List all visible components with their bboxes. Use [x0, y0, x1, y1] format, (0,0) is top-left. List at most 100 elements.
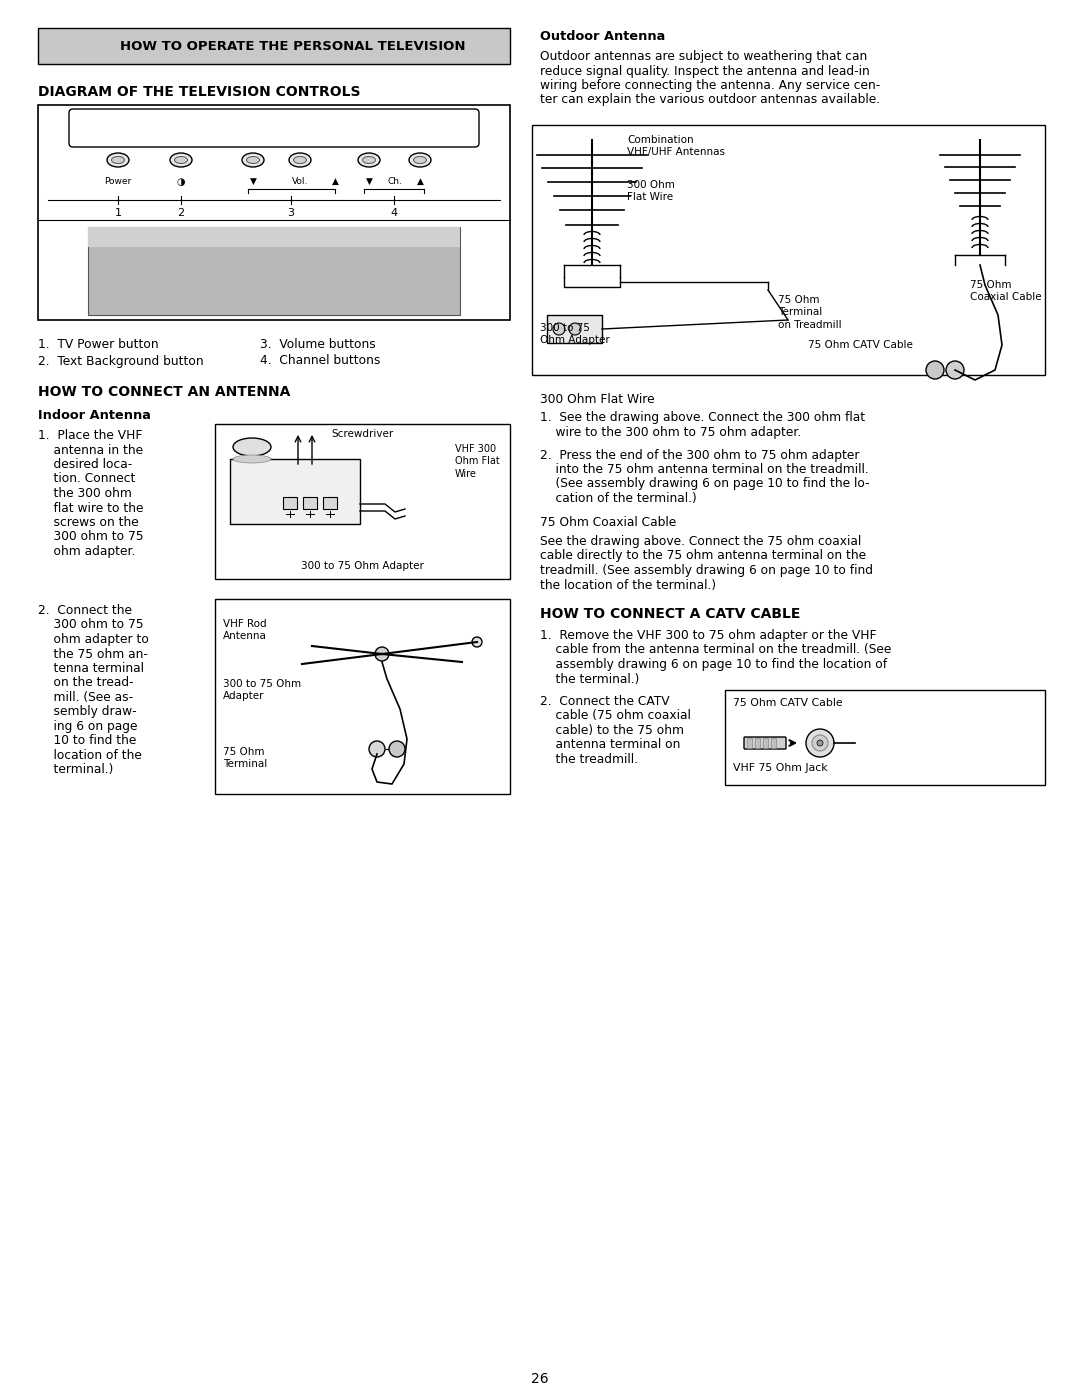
Text: 2.  Text Background button: 2. Text Background button [38, 355, 204, 367]
Text: Indoor Antenna: Indoor Antenna [38, 409, 151, 422]
Bar [38, 28, 510, 64]
Text: ing 6 on page: ing 6 on page [38, 719, 137, 733]
Text: cable) to the 75 ohm: cable) to the 75 ohm [540, 724, 684, 738]
Text: DIAGRAM OF THE TELEVISION CONTROLS: DIAGRAM OF THE TELEVISION CONTROLS [38, 85, 361, 99]
Text: the 300 ohm: the 300 ohm [38, 488, 132, 500]
Text: wire to the 300 ohm to 75 ohm adapter.: wire to the 300 ohm to 75 ohm adapter. [540, 426, 801, 439]
Circle shape [369, 740, 384, 757]
Ellipse shape [111, 156, 124, 163]
Text: terminal.): terminal.) [38, 764, 113, 777]
Bar [771, 738, 777, 747]
Text: Screwdriver: Screwdriver [330, 429, 393, 439]
Circle shape [816, 740, 823, 746]
Text: location of the: location of the [38, 749, 141, 761]
Ellipse shape [246, 156, 259, 163]
Text: ohm adapter to: ohm adapter to [38, 633, 149, 645]
Bar [87, 226, 460, 247]
Text: 75 Ohm CATV Cable: 75 Ohm CATV Cable [733, 698, 842, 708]
Ellipse shape [175, 156, 188, 163]
Text: reduce signal quality. Inspect the antenna and lead-in: reduce signal quality. Inspect the anten… [540, 64, 869, 77]
Circle shape [812, 735, 828, 752]
Ellipse shape [409, 154, 431, 168]
Text: 1.  Place the VHF: 1. Place the VHF [38, 429, 143, 441]
Text: 1.  See the drawing above. Connect the 300 ohm flat: 1. See the drawing above. Connect the 30… [540, 412, 865, 425]
Circle shape [389, 740, 405, 757]
Text: 26: 26 [531, 1372, 549, 1386]
Circle shape [472, 637, 482, 647]
Bar [87, 226, 460, 314]
Text: the location of the terminal.): the location of the terminal.) [540, 578, 716, 591]
Text: ter can explain the various outdoor antennas available.: ter can explain the various outdoor ante… [540, 94, 880, 106]
Text: Combination
VHF/UHF Antennas: Combination VHF/UHF Antennas [627, 136, 725, 158]
Circle shape [553, 323, 565, 335]
Ellipse shape [233, 439, 271, 455]
Bar [38, 105, 510, 320]
Bar [323, 497, 337, 509]
Text: cation of the terminal.): cation of the terminal.) [540, 492, 697, 504]
Text: cable directly to the 75 ohm antenna terminal on the: cable directly to the 75 ohm antenna ter… [540, 549, 866, 563]
Text: HOW TO CONNECT AN ANTENNA: HOW TO CONNECT AN ANTENNA [38, 386, 291, 400]
Text: 300 ohm to 75: 300 ohm to 75 [38, 619, 144, 631]
Text: 300 to 75
Ohm Adapter: 300 to 75 Ohm Adapter [540, 323, 610, 345]
Text: Vol.: Vol. [292, 177, 308, 186]
Text: 1.  Remove the VHF 300 to 75 ohm adapter or the VHF: 1. Remove the VHF 300 to 75 ohm adapter … [540, 629, 877, 643]
Text: mill. (See as-: mill. (See as- [38, 692, 133, 704]
Ellipse shape [107, 154, 129, 168]
Text: 2.  Connect the CATV: 2. Connect the CATV [540, 694, 670, 708]
Ellipse shape [242, 154, 264, 168]
Ellipse shape [294, 156, 307, 163]
Text: cable (75 ohm coaxial: cable (75 ohm coaxial [540, 710, 691, 722]
Bar [762, 738, 768, 747]
Text: treadmill. (See assembly drawing 6 on page 10 to find: treadmill. (See assembly drawing 6 on pa… [540, 564, 873, 577]
Text: the 75 ohm an-: the 75 ohm an- [38, 647, 148, 661]
Text: 300 ohm to 75: 300 ohm to 75 [38, 531, 144, 543]
Text: 75 Ohm Coaxial Cable: 75 Ohm Coaxial Cable [540, 517, 676, 529]
Text: 300 Ohm
Flat Wire: 300 Ohm Flat Wire [627, 180, 675, 203]
Text: HOW TO OPERATE THE PERSONAL TELEVISION: HOW TO OPERATE THE PERSONAL TELEVISION [120, 39, 465, 53]
Text: flat wire to the: flat wire to the [38, 502, 144, 514]
Text: cable from the antenna terminal on the treadmill. (See: cable from the antenna terminal on the t… [540, 644, 891, 657]
FancyBboxPatch shape [69, 109, 480, 147]
Ellipse shape [357, 154, 380, 168]
Text: 2.  Press the end of the 300 ohm to 75 ohm adapter: 2. Press the end of the 300 ohm to 75 oh… [540, 448, 860, 461]
Bar [546, 314, 602, 344]
FancyBboxPatch shape [744, 738, 786, 749]
Text: sembly draw-: sembly draw- [38, 705, 137, 718]
Text: 2: 2 [177, 208, 185, 218]
Text: the terminal.): the terminal.) [540, 672, 639, 686]
Text: Outdoor antennas are subject to weathering that can: Outdoor antennas are subject to weatheri… [540, 50, 867, 63]
Text: VHF 300
Ohm Flat
Wire: VHF 300 Ohm Flat Wire [455, 444, 500, 479]
Text: ▲: ▲ [332, 177, 338, 186]
Text: 4.  Channel buttons: 4. Channel buttons [260, 355, 380, 367]
Text: the treadmill.: the treadmill. [540, 753, 638, 766]
Circle shape [375, 647, 389, 661]
Text: 1: 1 [114, 208, 121, 218]
Text: 75 Ohm
Terminal: 75 Ohm Terminal [222, 747, 267, 770]
Text: (See assembly drawing 6 on page 10 to find the lo-: (See assembly drawing 6 on page 10 to fi… [540, 478, 869, 490]
Bar [215, 425, 510, 578]
Bar [755, 738, 760, 747]
Text: 75 Ohm CATV Cable: 75 Ohm CATV Cable [808, 339, 913, 351]
Text: antenna terminal on: antenna terminal on [540, 739, 680, 752]
Text: Power: Power [105, 177, 132, 186]
Ellipse shape [233, 455, 271, 462]
Text: desired loca-: desired loca- [38, 458, 132, 471]
Text: See the drawing above. Connect the 75 ohm coaxial: See the drawing above. Connect the 75 oh… [540, 535, 861, 548]
Ellipse shape [414, 156, 427, 163]
Bar [283, 497, 297, 509]
Bar [747, 738, 752, 747]
Bar [303, 497, 318, 509]
Text: ohm adapter.: ohm adapter. [38, 545, 135, 557]
Text: 3.  Volume buttons: 3. Volume buttons [260, 338, 376, 351]
Text: ◑: ◑ [177, 177, 186, 187]
Circle shape [806, 729, 834, 757]
Text: wiring before connecting the antenna. Any service cen-: wiring before connecting the antenna. An… [540, 80, 880, 92]
Text: 4: 4 [391, 208, 397, 218]
Text: 3: 3 [287, 208, 295, 218]
Ellipse shape [289, 154, 311, 168]
Text: HOW TO CONNECT A CATV CABLE: HOW TO CONNECT A CATV CABLE [540, 608, 800, 622]
Text: assembly drawing 6 on page 10 to find the location of: assembly drawing 6 on page 10 to find th… [540, 658, 887, 671]
Text: antenna in the: antenna in the [38, 443, 144, 457]
Ellipse shape [170, 154, 192, 168]
Bar [725, 690, 1045, 785]
